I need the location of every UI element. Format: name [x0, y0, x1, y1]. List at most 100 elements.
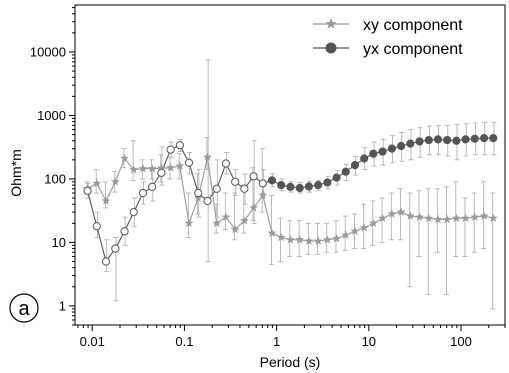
x-tick-label: 0.1	[175, 334, 193, 349]
data-point-xy	[424, 213, 434, 223]
panel-label: a	[9, 293, 39, 323]
panel-label-circle	[9, 293, 39, 323]
x-tick-label: 10	[362, 334, 376, 349]
data-point-yx	[323, 178, 332, 187]
legend-yx-marker	[325, 42, 337, 54]
data-point-xy	[470, 212, 480, 222]
data-point-yx	[286, 182, 295, 191]
legend-xy-label: xy component	[363, 17, 463, 34]
data-point-yx	[148, 182, 157, 191]
data-point-xy	[249, 203, 259, 212]
data-point-xy	[451, 213, 461, 223]
data-point-yx	[360, 154, 369, 163]
data-point-xy	[304, 236, 314, 245]
data-point-yx	[452, 136, 461, 145]
y-tick-label: 10	[52, 235, 66, 250]
data-point-xy	[359, 223, 369, 232]
data-point-yx	[249, 172, 258, 181]
x-tick-label: 100	[450, 334, 472, 349]
legend-entry-yx: yx component	[313, 41, 463, 58]
data-point-yx	[470, 134, 479, 143]
data-point-xy	[101, 196, 111, 205]
data-point-xy	[230, 224, 240, 234]
data-point-yx	[341, 167, 350, 176]
data-point-xy	[461, 213, 471, 223]
x-tick-label: 1	[273, 334, 280, 349]
data-point-yx	[314, 180, 323, 190]
data-point-xy	[415, 212, 425, 222]
x-axis-title: Period (s)	[260, 354, 321, 370]
y-tick-label: 1	[59, 298, 66, 313]
data-point-yx	[221, 159, 231, 168]
plot-frame	[74, 4, 506, 326]
data-point-yx	[157, 168, 166, 177]
legend: xy component yx component	[313, 17, 463, 58]
data-point-xy	[239, 215, 249, 225]
data-point-yx	[424, 135, 433, 145]
data-point-yx	[120, 227, 129, 236]
data-point-xy	[322, 235, 332, 244]
data-point-xy	[202, 152, 213, 162]
data-point-xy	[479, 211, 489, 220]
data-point-yx	[304, 182, 314, 191]
legend-xy-marker	[325, 17, 337, 29]
data-point-xy	[442, 214, 452, 224]
data-point-yx	[203, 196, 212, 206]
data-point-yx	[184, 158, 194, 167]
data-point-xy	[110, 177, 120, 186]
legend-yx-label: yx component	[363, 41, 463, 58]
data-point-yx	[480, 134, 489, 143]
data-point-yx	[332, 173, 341, 182]
data-point-yx	[406, 139, 415, 148]
data-point-yx	[267, 176, 277, 185]
data-point-yx	[258, 179, 267, 188]
markers	[83, 134, 498, 266]
x-axis: 0.01 0.1 1 10 100	[77, 325, 506, 349]
data-point-xy	[184, 218, 194, 228]
data-point-yx	[111, 244, 120, 253]
data-point-xy	[138, 163, 148, 173]
data-point-xy	[276, 232, 286, 242]
data-point-yx	[194, 188, 203, 198]
data-point-xy	[267, 228, 277, 238]
data-point-yx	[83, 186, 92, 195]
data-point-xy	[295, 235, 305, 244]
data-point-yx	[461, 135, 470, 144]
data-point-xy	[193, 193, 203, 202]
data-point-xy	[396, 207, 406, 216]
plot-area	[74, 4, 506, 326]
data-point-xy	[119, 153, 130, 163]
data-point-xy	[405, 211, 415, 220]
data-point-yx	[166, 145, 175, 154]
data-point-yx	[240, 184, 249, 193]
data-point-yx	[433, 135, 443, 144]
data-point-yx	[212, 184, 221, 193]
data-point-yx	[387, 144, 397, 153]
data-point-xy	[166, 162, 176, 172]
data-point-yx	[415, 137, 424, 146]
data-point-xy	[341, 230, 351, 240]
data-point-xy	[313, 236, 323, 245]
data-point-yx	[295, 183, 304, 193]
panel-label-text: a	[18, 298, 30, 320]
data-point-xy	[433, 214, 443, 224]
data-point-xy	[258, 190, 268, 200]
data-point-yx	[138, 188, 148, 198]
data-point-yx	[92, 222, 101, 231]
data-point-yx	[397, 141, 406, 151]
data-point-xy	[387, 209, 397, 218]
data-point-yx	[350, 161, 360, 170]
legend-entry-xy: xy component	[313, 17, 463, 34]
data-point-xy	[285, 235, 295, 244]
y-tick-label: 10000	[30, 44, 66, 59]
data-point-yx	[443, 135, 452, 145]
data-point-yx	[231, 177, 240, 186]
data-point-yx	[369, 149, 378, 158]
y-axis-title: Ohm*m	[8, 149, 24, 196]
data-point-xy	[212, 218, 222, 228]
legend-star-icon	[325, 17, 337, 29]
data-point-xy	[368, 218, 378, 228]
data-point-yx	[277, 180, 286, 190]
data-point-yx	[129, 208, 138, 217]
legend-circle-icon	[325, 42, 337, 54]
